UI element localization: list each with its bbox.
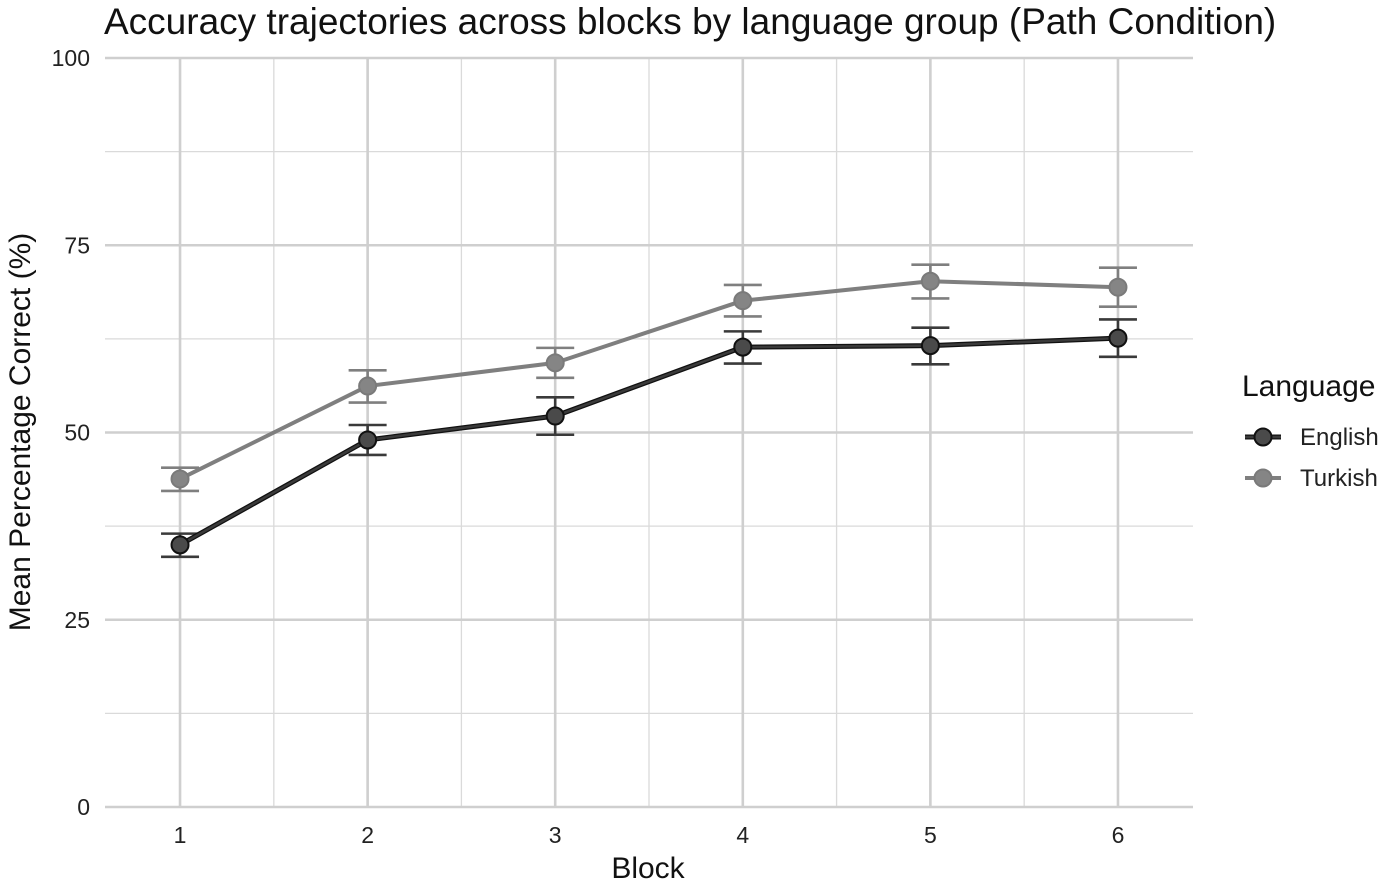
y-tick-label: 100: [52, 45, 90, 71]
data-point: [358, 376, 378, 396]
grid: [105, 56, 1193, 809]
data-point: [170, 469, 190, 489]
x-tick-labels: 1 2 3 4 5 6: [174, 822, 1125, 848]
y-tick-label: 50: [64, 420, 90, 446]
data-point: [1108, 277, 1128, 297]
y-tick-label: 75: [64, 232, 90, 258]
legend-label: English: [1300, 424, 1379, 451]
legend-key-point: [1253, 468, 1273, 488]
x-tick-label: 1: [174, 822, 187, 848]
data-point: [170, 535, 190, 555]
data-point: [1108, 328, 1128, 348]
y-tick-labels: 0 25 50 75 100: [52, 45, 90, 820]
data-point: [733, 291, 753, 311]
series-line: [179, 336, 1119, 546]
legend-item-turkish: Turkish: [1245, 465, 1378, 492]
series-turkish: [161, 263, 1137, 493]
x-tick-label: 3: [549, 822, 562, 848]
legend-key-point: [1253, 427, 1273, 447]
x-tick-label: 5: [924, 822, 937, 848]
legend-item-english: English: [1245, 424, 1379, 451]
data-point: [545, 353, 565, 373]
legend: Language English Turkish: [1242, 370, 1379, 492]
x-tick-label: 6: [1112, 822, 1125, 848]
data-point: [545, 406, 565, 426]
y-axis-label: Mean Percentage Correct (%): [4, 233, 37, 632]
data-point: [920, 271, 940, 291]
chart-title: Accuracy trajectories across blocks by l…: [104, 1, 1276, 42]
series-line: [179, 279, 1119, 481]
legend-label: Turkish: [1300, 465, 1378, 492]
data-point: [733, 337, 753, 357]
x-tick-label: 4: [736, 822, 749, 848]
x-tick-label: 2: [361, 822, 374, 848]
y-tick-label: 0: [77, 794, 90, 820]
x-axis-label: Block: [611, 852, 685, 884]
series-english: [161, 318, 1137, 559]
data-point: [358, 430, 378, 450]
series-layer: [161, 263, 1137, 559]
data-point: [920, 336, 940, 356]
legend-title: Language: [1242, 370, 1375, 403]
y-tick-label: 25: [64, 607, 90, 633]
